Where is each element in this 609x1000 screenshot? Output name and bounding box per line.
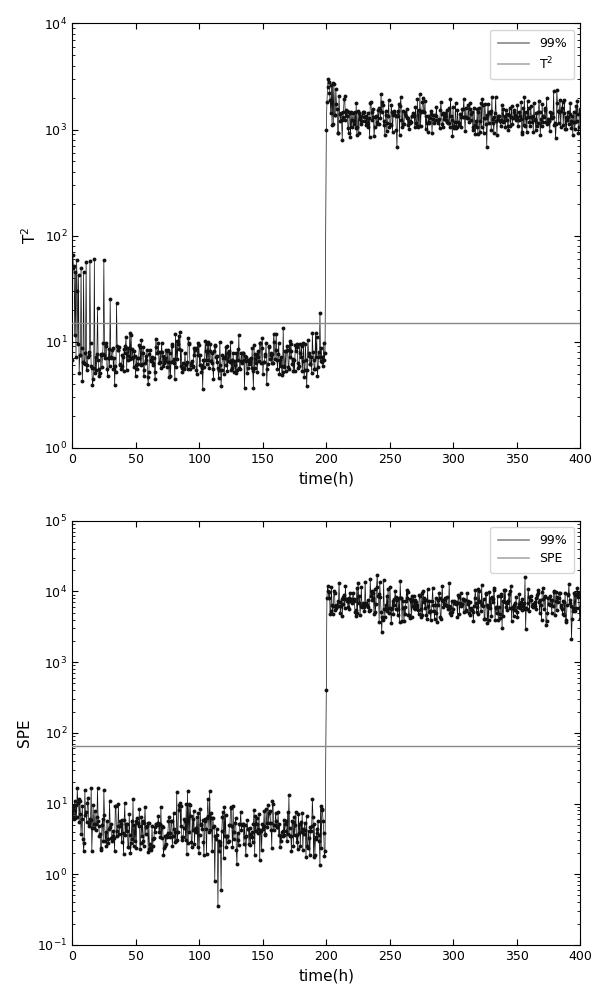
Y-axis label: T$^2$: T$^2$ <box>20 227 39 244</box>
Y-axis label: SPE: SPE <box>16 718 32 747</box>
X-axis label: time(h): time(h) <box>298 471 354 486</box>
X-axis label: time(h): time(h) <box>298 968 354 983</box>
Legend: 99%, T$^2$: 99%, T$^2$ <box>490 30 574 79</box>
Legend: 99%, SPE: 99%, SPE <box>490 527 574 573</box>
